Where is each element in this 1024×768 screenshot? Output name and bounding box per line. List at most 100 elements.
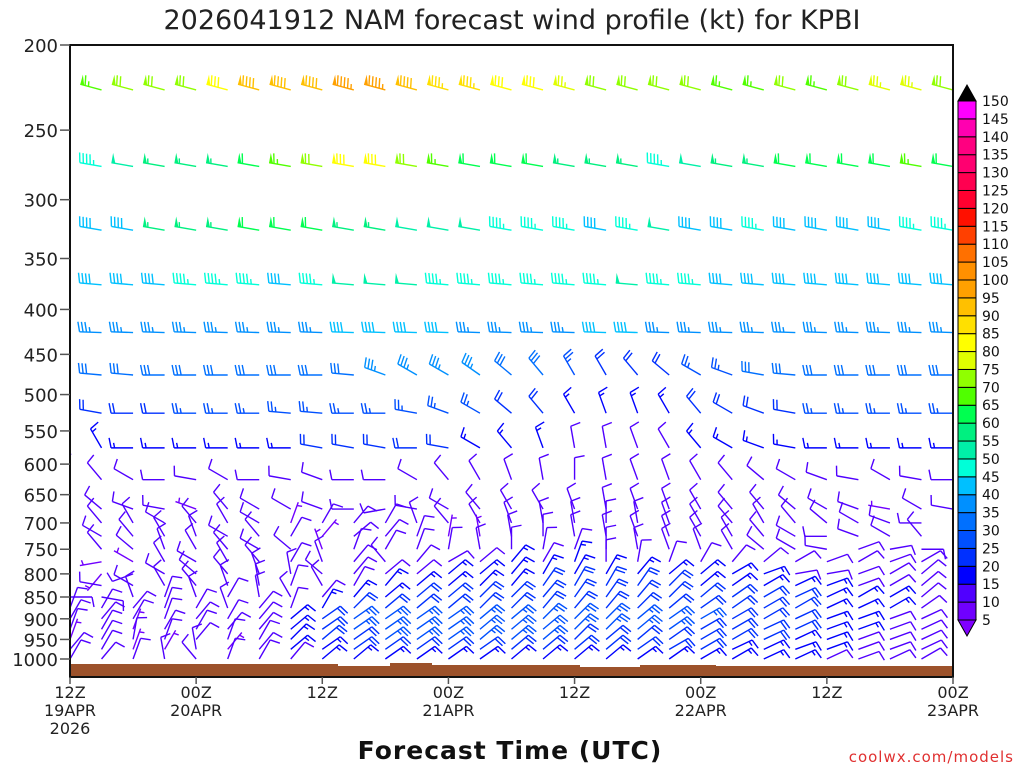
wind-barb xyxy=(749,511,765,537)
colorbar-box xyxy=(957,422,977,442)
barb-full xyxy=(171,364,175,376)
credit-link[interactable]: coolwx.com/models xyxy=(849,748,1014,766)
barb-staff xyxy=(858,631,880,641)
barb-staff xyxy=(573,528,583,550)
barb-full xyxy=(684,355,689,366)
barb-staff xyxy=(637,592,654,609)
wind-barb xyxy=(353,644,380,660)
wind-barb xyxy=(496,422,513,449)
wind-barb xyxy=(668,637,696,650)
wind-barb xyxy=(668,626,696,641)
barb-staff xyxy=(836,282,859,286)
barb-staff xyxy=(657,428,670,449)
barb-full xyxy=(77,607,88,611)
barb-staff xyxy=(542,542,555,563)
barb-full xyxy=(774,321,778,333)
colorbar: 5101520253035404550556065707580859095100… xyxy=(957,83,1009,638)
barb-full xyxy=(676,272,680,283)
wind-barb xyxy=(171,437,197,449)
barb-full xyxy=(837,403,841,414)
barb-staff xyxy=(479,645,499,660)
barb-full xyxy=(683,607,693,616)
wind-barb xyxy=(70,607,88,630)
wind-barb xyxy=(834,321,859,334)
barb-staff xyxy=(208,468,229,481)
barb-staff xyxy=(331,372,354,376)
wind-barb xyxy=(384,582,411,598)
barb-full xyxy=(811,588,819,598)
barb-full xyxy=(77,321,81,332)
wind-barb xyxy=(826,577,854,588)
barb-staff xyxy=(80,83,102,91)
barb-staff xyxy=(321,624,340,640)
barb-full xyxy=(868,403,873,414)
barb-half xyxy=(779,575,784,581)
barb-flag xyxy=(80,74,85,86)
barb-staff xyxy=(258,590,274,609)
barb-staff xyxy=(668,616,688,630)
wind-barb xyxy=(448,645,475,660)
barb-full xyxy=(939,594,948,603)
barb-full xyxy=(846,577,854,588)
barb-full xyxy=(522,321,526,333)
barb-full xyxy=(239,488,245,499)
barb-staff xyxy=(475,514,481,537)
barb-half xyxy=(239,442,242,449)
barb-half xyxy=(873,587,879,593)
barb-full xyxy=(140,272,144,283)
barb-staff xyxy=(731,544,747,563)
barb-staff xyxy=(187,576,197,598)
barb-full xyxy=(493,626,503,635)
wind-barb xyxy=(118,511,134,537)
barb-full xyxy=(175,609,186,615)
barb-half xyxy=(246,327,249,333)
wind-barb xyxy=(433,454,449,481)
barb-half xyxy=(779,650,785,656)
wind-barb xyxy=(731,639,759,650)
barb-full xyxy=(151,273,154,284)
barb-full xyxy=(464,559,474,567)
barb-full xyxy=(431,628,440,637)
barb-full xyxy=(931,403,936,414)
barb-flag xyxy=(269,152,274,164)
barb-full xyxy=(555,566,566,573)
barb-full xyxy=(115,321,119,333)
barb-half xyxy=(469,363,474,369)
barb-full xyxy=(494,273,498,284)
barb-flag xyxy=(458,152,463,164)
barb-full xyxy=(621,613,631,620)
barb-staff xyxy=(195,622,211,640)
wind-barb xyxy=(657,386,670,414)
barb-full xyxy=(255,559,266,565)
barb-full xyxy=(209,621,220,629)
barb-full xyxy=(301,542,312,547)
wind-barb xyxy=(447,526,463,550)
barb-staff xyxy=(258,620,271,640)
barb-staff xyxy=(731,627,752,641)
barb-staff xyxy=(712,401,733,414)
barb-full xyxy=(367,358,371,369)
barb-staff xyxy=(795,619,816,630)
barb-full xyxy=(897,272,901,283)
barb-full xyxy=(742,430,746,441)
wind-barb xyxy=(772,399,796,414)
barb-full xyxy=(681,583,692,591)
wind-barb xyxy=(139,437,165,449)
wind-barb xyxy=(70,618,82,640)
wind-barb xyxy=(553,74,575,91)
barb-staff xyxy=(496,430,513,449)
barb-full xyxy=(845,273,848,284)
barb-staff xyxy=(353,616,373,630)
barb-full xyxy=(172,597,183,601)
barb-staff xyxy=(605,566,618,586)
barb-full xyxy=(371,616,380,625)
y-tick-label: 850 xyxy=(24,588,58,609)
colorbar-box xyxy=(957,154,977,174)
barb-full xyxy=(802,437,806,449)
barb-flag xyxy=(773,152,778,164)
barb-full xyxy=(270,272,274,284)
wind-barb xyxy=(858,598,885,609)
barb-full xyxy=(570,496,581,502)
barb-full xyxy=(783,629,791,639)
barb-full xyxy=(435,273,438,284)
